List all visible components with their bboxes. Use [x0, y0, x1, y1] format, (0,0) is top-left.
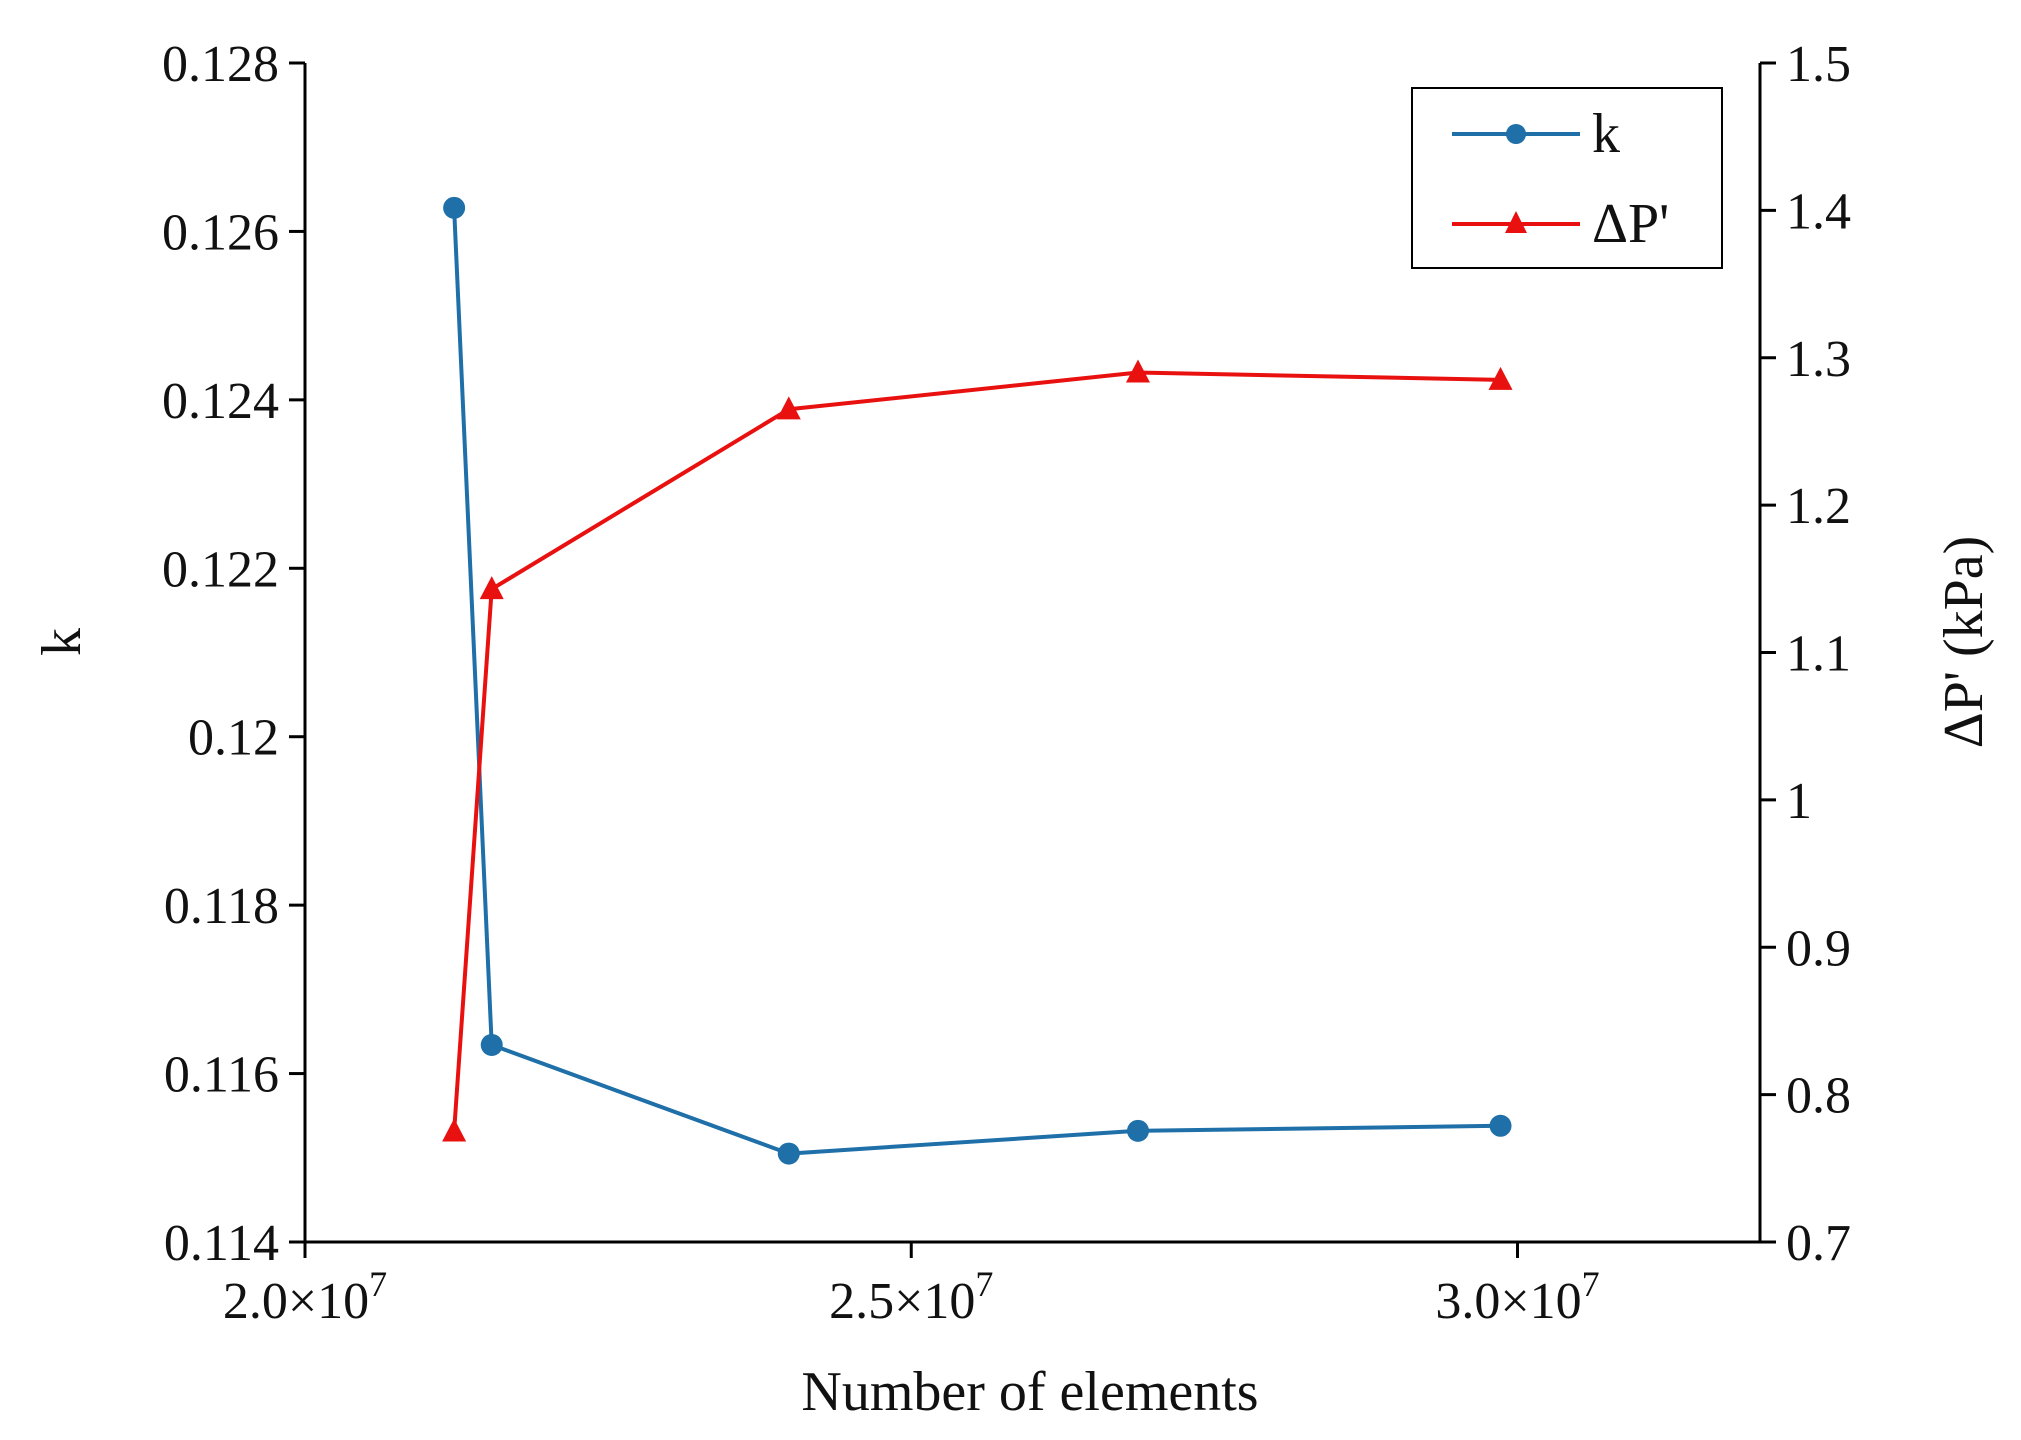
series-k-point [777, 1142, 800, 1165]
series-k-point [443, 196, 466, 219]
left-tick-label: 0.118 [164, 878, 279, 935]
series-dp-point [1488, 366, 1513, 390]
series-dp-point [1125, 359, 1150, 383]
series-k-point [1489, 1114, 1512, 1137]
right-tick-label: 0.7 [1786, 1215, 1851, 1272]
x-tick-mantissa: 3.0×10 [1435, 1273, 1581, 1330]
x-tick-exponent: 7 [1582, 1264, 1600, 1304]
right-tick-label: 0.9 [1786, 920, 1851, 977]
x-axis-ticks: 2.0×107 2.5×107 3.0×107 [223, 1242, 1600, 1330]
legend: k ΔP' [1411, 87, 1723, 269]
legend-k-marker [1506, 124, 1526, 144]
x-tick-label: 2.5×107 [829, 1264, 993, 1330]
right-axis-ticks: 0.7 0.8 0.9 1 1.1 1.2 1.3 1.4 1.5 [1760, 36, 1851, 1272]
series-dp-point [776, 396, 801, 420]
series-k-point [1126, 1119, 1149, 1142]
x-tick-mantissa: 2.0×10 [223, 1273, 369, 1330]
x-tick-mantissa: 2.5×10 [829, 1273, 975, 1330]
left-axis-ticks: 0.114 0.116 0.118 0.12 0.122 0.124 0.126 0.128 [162, 36, 305, 1272]
series-layer [442, 196, 1513, 1165]
series-dp-point [479, 576, 504, 600]
left-axis-title: k [31, 628, 93, 656]
left-tick-label: 0.116 [164, 1047, 279, 1104]
series-dp-point [442, 1118, 467, 1142]
right-tick-label: 1 [1786, 773, 1812, 830]
right-tick-label: 1.4 [1786, 183, 1851, 240]
left-tick-label: 0.124 [162, 373, 279, 430]
right-tick-label: 1.2 [1786, 478, 1851, 535]
x-tick-exponent: 7 [369, 1264, 387, 1304]
x-tick-label: 2.0×107 [223, 1264, 387, 1330]
legend-dp-marker [1505, 211, 1527, 233]
legend-k-label: k [1592, 103, 1620, 165]
left-tick-label: 0.126 [162, 204, 279, 261]
left-tick-label: 0.114 [164, 1215, 279, 1272]
x-axis-title: Number of elements [801, 1361, 1258, 1423]
right-tick-label: 1.5 [1786, 36, 1851, 93]
series-k-point [480, 1033, 503, 1056]
right-tick-label: 1.1 [1786, 626, 1851, 683]
left-tick-label: 0.122 [162, 541, 279, 598]
x-tick-exponent: 7 [975, 1264, 993, 1304]
legend-dp-label: ΔP' [1592, 193, 1669, 255]
left-tick-label: 0.12 [188, 710, 279, 767]
x-tick-label: 3.0×107 [1435, 1264, 1599, 1330]
right-tick-label: 0.8 [1786, 1068, 1851, 1125]
right-tick-label: 1.3 [1786, 331, 1851, 388]
legend-box [1411, 87, 1723, 269]
right-axis-title: ΔP' (kPa) [1933, 536, 1995, 749]
left-tick-label: 0.128 [162, 36, 279, 93]
